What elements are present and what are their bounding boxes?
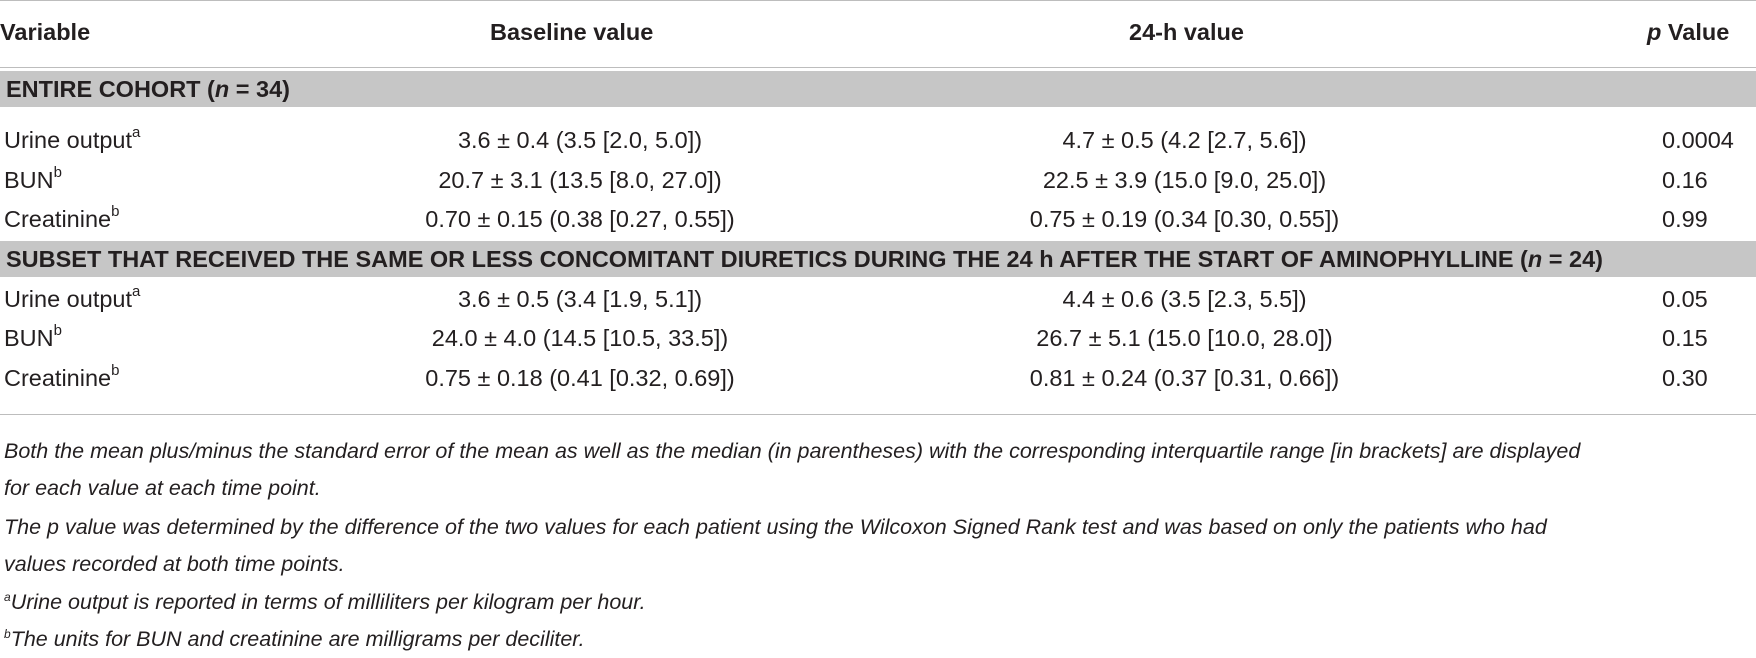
footnote-marker: b: [53, 322, 62, 340]
footnote-line: The p value was determined by the differ…: [4, 515, 1547, 539]
footnote-marker: a: [132, 124, 141, 142]
footnote-marker: a: [132, 283, 141, 301]
row-variable: BUNb: [4, 164, 62, 194]
footnote-b-text: The units for BUN and creatinine are mil…: [10, 627, 585, 651]
footnote-line: Both the mean plus/minus the standard er…: [4, 439, 1581, 463]
row-variable: Urine outputa: [4, 124, 141, 154]
row-baseline-value: 0.75 ± 0.18 (0.41 [0.32, 0.69]): [425, 365, 735, 391]
footnote-b-mark: b: [4, 626, 11, 641]
table-bottom-rule: [0, 414, 1756, 415]
footnote-a: aUrine output is reported in terms of mi…: [4, 583, 1756, 621]
group-n-symbol: n: [1527, 246, 1543, 272]
table-top-rule: [0, 0, 1756, 1]
row-baseline-value: 20.7 ± 3.1 (13.5 [8.0, 27.0]): [438, 167, 722, 193]
variable-label: Creatinine: [4, 206, 112, 232]
row-baseline-value: 3.6 ± 0.4 (3.5 [2.0, 5.0]): [457, 127, 703, 153]
row-p-value: 0.0004: [1662, 127, 1734, 153]
row-variable: BUNb: [4, 322, 62, 352]
variable-label: Creatinine: [4, 365, 112, 391]
row-p-value: 0.99: [1662, 206, 1708, 232]
footnote-b: bThe units for BUN and creatinine are mi…: [4, 620, 1756, 658]
row-24h-value: 0.81 ± 0.24 (0.37 [0.31, 0.66]): [1029, 365, 1340, 391]
group-title-text: SUBSET THAT RECEIVED THE SAME OR LESS CO…: [6, 246, 1528, 272]
footnote-marker: b: [111, 203, 120, 221]
variable-label: Urine output: [4, 127, 133, 153]
header-baseline: Baseline value: [490, 19, 654, 45]
group-header-subset: SUBSET THAT RECEIVED THE SAME OR LESS CO…: [0, 241, 1756, 277]
variable-label: BUN: [4, 167, 54, 193]
row-24h-value: 0.75 ± 0.19 (0.34 [0.30, 0.55]): [1029, 206, 1340, 232]
row-baseline-value: 3.6 ± 0.5 (3.4 [1.9, 5.1]): [457, 286, 703, 312]
header-p-value: p Value: [1647, 18, 1729, 46]
header-p-label: Value: [1661, 19, 1730, 45]
row-p-value: 0.16: [1662, 167, 1708, 193]
footnote-a-text: Urine output is reported in terms of mil…: [10, 590, 646, 614]
group-n-value: = 24): [1542, 246, 1603, 272]
row-variable: Creatinineb: [4, 203, 120, 233]
variable-label: BUN: [4, 325, 54, 351]
row-24h-value: 22.5 ± 3.9 (15.0 [9.0, 25.0]): [1042, 167, 1327, 193]
row-p-value: 0.05: [1662, 286, 1708, 312]
row-baseline-value: 24.0 ± 4.0 (14.5 [10.5, 33.5]): [431, 325, 729, 351]
footnote-marker: b: [53, 164, 62, 182]
row-24h-value: 4.4 ± 0.6 (3.5 [2.3, 5.5]): [1062, 286, 1307, 312]
footnote-line: for each value at each time point.: [4, 476, 321, 500]
footnote-line: values recorded at both time points.: [4, 552, 345, 576]
row-p-value: 0.15: [1662, 325, 1708, 351]
header-variable: Variable: [0, 19, 91, 45]
variable-label: Urine output: [4, 286, 133, 312]
group-title-text: ENTIRE COHORT (: [6, 76, 215, 102]
group-n-value: = 34): [229, 76, 290, 102]
group-n-symbol: n: [214, 76, 230, 102]
footnote-marker: b: [111, 362, 120, 380]
row-baseline-value: 0.70 ± 0.15 (0.38 [0.27, 0.55]): [425, 206, 735, 232]
header-24h: 24-h value: [1129, 19, 1244, 45]
footnote-a-mark: a: [4, 589, 11, 604]
group-header-entire-cohort: ENTIRE COHORT (n = 34): [0, 71, 1756, 107]
row-variable: Urine outputa: [4, 283, 141, 313]
group-title: SUBSET THAT RECEIVED THE SAME OR LESS CO…: [6, 245, 1603, 273]
header-p-symbol: p: [1647, 19, 1662, 45]
row-24h-value: 4.7 ± 0.5 (4.2 [2.7, 5.6]): [1062, 127, 1307, 153]
row-variable: Creatinineb: [4, 362, 120, 392]
row-p-value: 0.30: [1662, 365, 1708, 391]
group-title: ENTIRE COHORT (n = 34): [6, 75, 290, 103]
header-rule: [0, 67, 1756, 68]
row-24h-value: 26.7 ± 5.1 (15.0 [10.0, 28.0]): [1036, 325, 1333, 351]
